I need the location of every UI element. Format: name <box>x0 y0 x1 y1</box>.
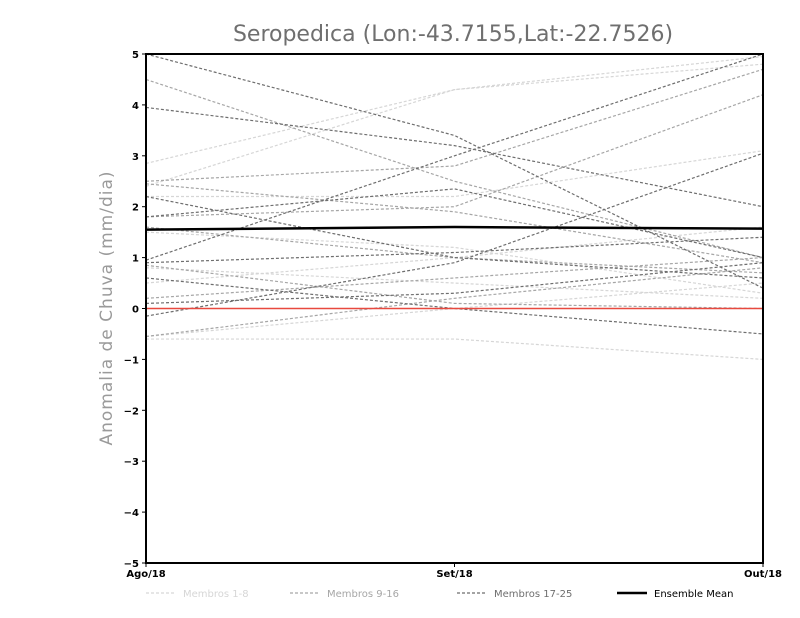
member-line-group-3-5 <box>145 195 764 279</box>
y-tick-label: −1 <box>124 355 139 366</box>
series-lines <box>145 53 764 360</box>
legend-label: Ensemble Mean <box>654 589 733 600</box>
x-tick-label: Out/18 <box>744 569 782 580</box>
member-line-group-2-4 <box>145 226 764 274</box>
member-line-group-2-8 <box>145 257 764 299</box>
y-tick-label: 4 <box>132 101 139 112</box>
ensemble-mean-line <box>145 225 764 231</box>
y-tick-label: 0 <box>132 305 139 316</box>
x-tick-label: Ago/18 <box>126 569 165 580</box>
member-line-group-3-6 <box>145 262 764 305</box>
member-line-group-2-1 <box>145 78 764 259</box>
member-line-group-3-8 <box>145 277 764 335</box>
chart-title: Seropedica (Lon:-43.7155,Lat:-22.7526) <box>233 22 673 47</box>
legend-label: Membros 9-16 <box>327 589 399 600</box>
member-line-group-1-5 <box>145 231 764 294</box>
member-line-group-1-2 <box>146 338 764 360</box>
y-tick-label: 3 <box>132 152 139 163</box>
y-tick-label: 5 <box>132 50 139 61</box>
member-line-group-3-7 <box>145 152 764 317</box>
member-line-group-1-3 <box>145 226 764 284</box>
tick-labels: −5 −4 −3 −2 −1 0 1 2 3 4 5 Ago/18 Set/18 Out/18 <box>124 50 782 580</box>
x-tick-label: Set/18 <box>436 569 472 580</box>
plot-frame <box>145 53 764 564</box>
member-line-group-1-4 <box>146 150 764 198</box>
member-line-group-2-6 <box>145 267 764 338</box>
y-tick-label: 2 <box>132 203 139 214</box>
member-line-group-2-5 <box>145 68 764 182</box>
y-tick-label: −2 <box>124 406 139 417</box>
member-line-group-3-1 <box>145 53 764 289</box>
y-tick-label: −5 <box>124 559 139 570</box>
member-line-group-3-2 <box>145 106 764 208</box>
legend-label: Membros 1-8 <box>183 589 249 600</box>
member-line-group-3-9 <box>145 236 764 264</box>
member-line-group-1-8 <box>145 63 764 187</box>
y-axis-label: Anomalia de Chuva (mm/dia) <box>97 170 117 445</box>
member-line-group-3-3 <box>145 53 764 261</box>
legend-label: Membros 17-25 <box>494 589 572 600</box>
member-line-group-1-1 <box>145 55 764 165</box>
legend: Membros 1-8 Membros 9-16 Membros 17-25 Ense… <box>146 589 733 600</box>
member-line-group-2-7 <box>145 183 764 264</box>
member-line-group-1-7 <box>145 267 764 299</box>
member-line-group-1-6 <box>145 282 764 338</box>
member-line-group-2-3 <box>145 264 764 310</box>
y-tick-label: −3 <box>124 457 139 468</box>
member-line-group-3-4 <box>145 188 764 259</box>
member-line-group-2-2 <box>145 94 764 218</box>
y-tick-label: −4 <box>124 508 139 519</box>
y-tick-label: 1 <box>132 254 139 265</box>
